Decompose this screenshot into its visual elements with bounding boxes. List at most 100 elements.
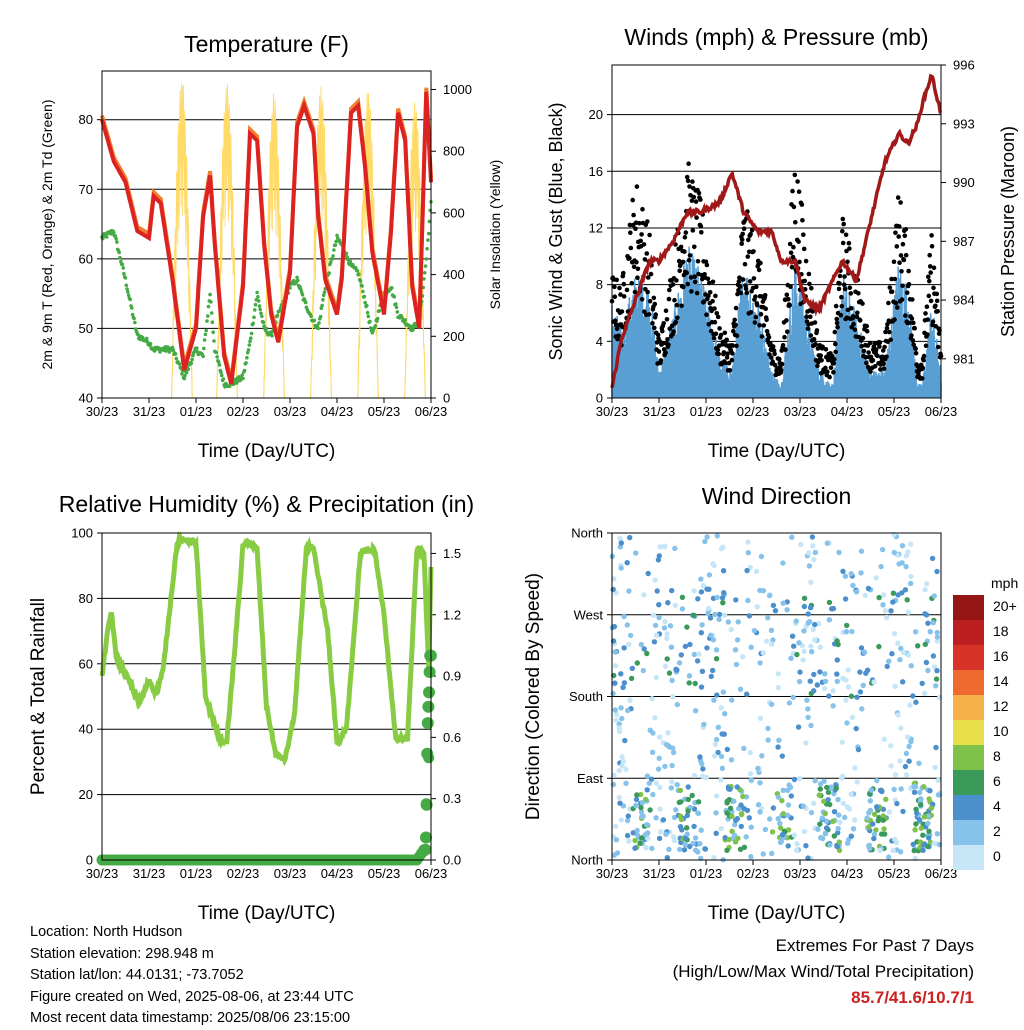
wind-direction-point	[617, 535, 623, 542]
gust-point	[738, 284, 743, 289]
wind-direction-point	[698, 684, 705, 690]
wind-direction-point	[891, 549, 897, 556]
gust-point	[833, 303, 839, 309]
wind-direction-point	[857, 669, 863, 675]
gust-point	[762, 293, 768, 298]
gust-point	[681, 284, 686, 290]
dewpoint-point	[245, 350, 250, 355]
dewpoint-point	[126, 290, 130, 294]
wind-direction-point	[880, 817, 886, 823]
wind-direction-point	[903, 772, 910, 778]
gust-point	[848, 306, 854, 311]
gust-point	[634, 184, 640, 189]
wind-direction-point	[791, 643, 797, 649]
dewpoint-point	[112, 230, 116, 235]
wind-direction-point	[619, 715, 625, 722]
y-tick-label: 70	[79, 182, 93, 197]
wind-direction-point	[664, 635, 670, 642]
precip-point	[421, 717, 434, 730]
wind-direction-point	[658, 829, 664, 835]
wind-direction-point	[721, 612, 728, 618]
gust-point	[854, 314, 860, 320]
gust-point	[629, 280, 634, 286]
gust-point	[733, 305, 739, 311]
gust-point	[634, 259, 639, 265]
dewpoint-point	[260, 314, 264, 319]
wind-direction-point	[666, 846, 672, 853]
wind-direction-point	[805, 611, 811, 617]
gust-point	[841, 282, 847, 288]
wind-direction-point	[664, 656, 670, 662]
wind-direction-point	[724, 800, 730, 806]
wind-direction-point	[831, 833, 837, 839]
dewpoint-point	[216, 360, 221, 364]
wind-direction-point	[757, 715, 764, 721]
wind-direction-point	[628, 632, 634, 639]
gust-point	[694, 215, 699, 220]
plot-frame	[611, 64, 942, 399]
wind-direction-point	[744, 567, 750, 574]
wind-direction-point	[677, 846, 683, 853]
gust-point	[704, 262, 710, 268]
wind-direction-point	[861, 649, 868, 655]
gust-point	[740, 277, 746, 282]
dewpoint-point	[247, 343, 252, 347]
wind-direction-point	[908, 580, 914, 587]
wind-direction-point	[625, 707, 631, 714]
wind-direction-point	[734, 637, 741, 643]
gust-point	[631, 264, 637, 270]
wind-direction-point	[926, 796, 932, 802]
wind-direction-point	[686, 680, 692, 686]
wind-direction-point	[814, 682, 820, 688]
gust-point	[856, 291, 861, 296]
wind-direction-point	[890, 599, 896, 605]
gust-point	[612, 294, 618, 300]
wind-direction-point	[819, 835, 826, 842]
wind-direction-point	[842, 573, 849, 579]
wind-direction-point	[729, 813, 735, 819]
wind-direction-point	[775, 671, 782, 677]
wind-direction-point	[748, 777, 754, 783]
gust-point	[924, 304, 930, 310]
wind-direction-point	[611, 623, 618, 630]
dewpoint-point	[375, 316, 380, 321]
wind-direction-point	[624, 622, 630, 628]
wind-direction-point	[870, 821, 876, 827]
solar-insolation-line	[102, 83, 431, 399]
dewpoint-point	[173, 352, 178, 356]
wind-direction-point	[829, 606, 835, 612]
wind-direction-point	[858, 548, 865, 554]
wind-direction-point	[798, 541, 804, 548]
gust-point	[716, 351, 721, 357]
wind-direction-point	[796, 678, 803, 685]
dewpoint-point	[355, 269, 360, 273]
x-tick-label: 02/23	[227, 404, 260, 419]
wind-direction-point	[711, 854, 717, 861]
wind-direction-point	[728, 757, 735, 763]
gust-point	[674, 302, 680, 308]
wind-direction-point	[840, 800, 846, 806]
gust-point	[666, 342, 671, 348]
gust-point	[788, 284, 793, 290]
wind-direction-point	[811, 688, 817, 694]
wind-direction-point	[789, 534, 795, 540]
wind-direction-point	[672, 545, 678, 552]
wind-direction-point	[772, 608, 779, 614]
wind-direction-point	[922, 611, 928, 617]
dewpoint-point	[227, 384, 232, 389]
dewpoint-point	[390, 286, 394, 290]
dewpoint-point	[241, 376, 245, 381]
gust-point	[842, 274, 847, 279]
wind-direction-point	[848, 791, 854, 797]
dewpoint-point	[373, 324, 378, 328]
dewpoint-point	[363, 300, 368, 305]
wind-direction-point	[843, 629, 850, 635]
gust-point	[614, 277, 619, 283]
wind-direction-point	[803, 740, 809, 746]
gust-point	[743, 286, 749, 292]
wind-direction-point	[722, 711, 728, 717]
wind-direction-point	[898, 786, 904, 792]
wind-direction-point	[780, 600, 786, 606]
gust-point	[899, 297, 905, 302]
wind-direction-point	[845, 667, 851, 673]
